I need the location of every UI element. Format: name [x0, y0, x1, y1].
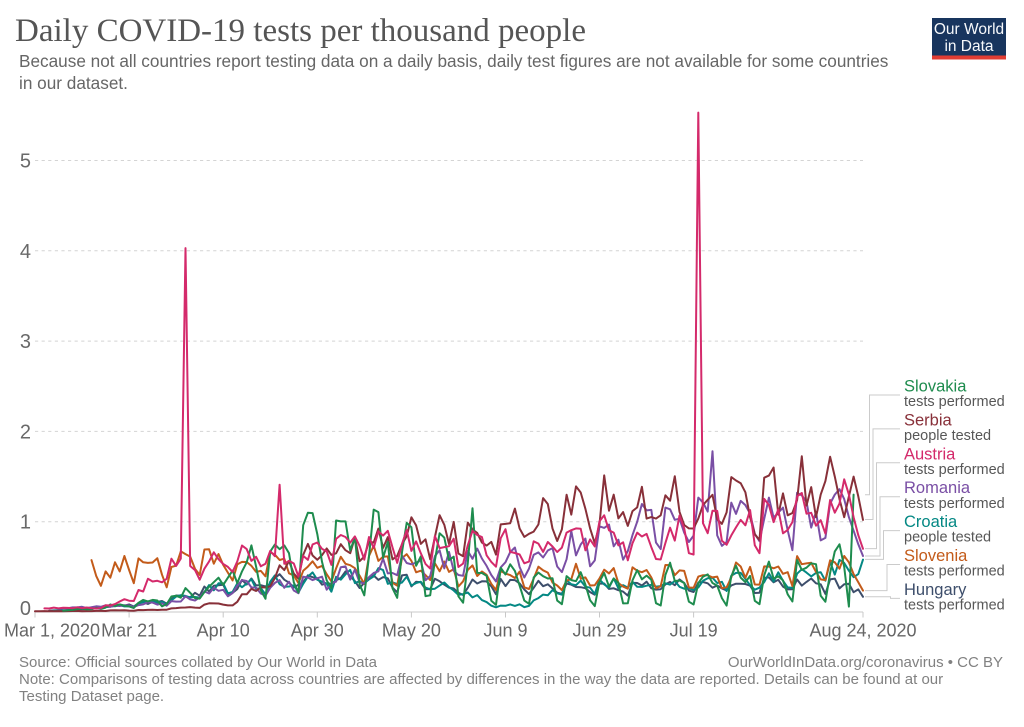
svg-text:Testing Dataset page.: Testing Dataset page.: [19, 688, 164, 705]
svg-text:1: 1: [20, 512, 31, 534]
svg-text:Slovenia: Slovenia: [904, 547, 968, 565]
svg-text:Hungary: Hungary: [904, 581, 967, 599]
svg-text:in our dataset.: in our dataset.: [19, 73, 128, 93]
svg-text:tests performed: tests performed: [904, 564, 1005, 580]
svg-text:Romania: Romania: [904, 479, 971, 497]
svg-text:Serbia: Serbia: [904, 411, 953, 429]
svg-text:Jun 29: Jun 29: [572, 621, 626, 641]
svg-text:tests performed: tests performed: [904, 598, 1005, 614]
svg-text:Because not all countries repo: Because not all countries report testing…: [19, 51, 888, 71]
svg-text:4: 4: [20, 241, 31, 263]
svg-text:Mar 1, 2020: Mar 1, 2020: [4, 621, 100, 641]
svg-text:2: 2: [20, 421, 31, 443]
svg-text:Apr 30: Apr 30: [291, 621, 344, 641]
svg-text:in Data: in Data: [944, 38, 993, 55]
svg-text:0: 0: [20, 598, 31, 620]
svg-text:Austria: Austria: [904, 445, 956, 463]
svg-text:Apr 10: Apr 10: [197, 621, 250, 641]
svg-text:Our World: Our World: [934, 21, 1004, 38]
svg-text:Slovakia: Slovakia: [904, 378, 967, 396]
svg-text:Note: Comparisons of testing d: Note: Comparisons of testing data across…: [19, 671, 943, 688]
svg-text:Daily COVID-19 tests per thous: Daily COVID-19 tests per thousand people: [15, 13, 586, 49]
svg-text:5: 5: [20, 151, 31, 173]
svg-text:Source: Official sources colla: Source: Official sources collated by Our…: [19, 654, 378, 671]
svg-text:tests performed: tests performed: [904, 394, 1005, 410]
svg-text:Aug 24, 2020: Aug 24, 2020: [809, 621, 916, 641]
svg-text:Croatia: Croatia: [904, 513, 958, 531]
svg-text:3: 3: [20, 331, 31, 353]
svg-text:May 20: May 20: [382, 621, 441, 641]
svg-text:OurWorldInData.org/coronavirus: OurWorldInData.org/coronavirus • CC BY: [728, 654, 1003, 671]
svg-text:Mar 21: Mar 21: [101, 621, 157, 641]
svg-text:people tested: people tested: [904, 530, 991, 546]
svg-text:tests performed: tests performed: [904, 462, 1005, 478]
svg-text:tests performed: tests performed: [904, 496, 1005, 512]
svg-text:Jul 19: Jul 19: [670, 621, 718, 641]
svg-text:people tested: people tested: [904, 428, 991, 444]
svg-text:Jun 9: Jun 9: [483, 621, 527, 641]
